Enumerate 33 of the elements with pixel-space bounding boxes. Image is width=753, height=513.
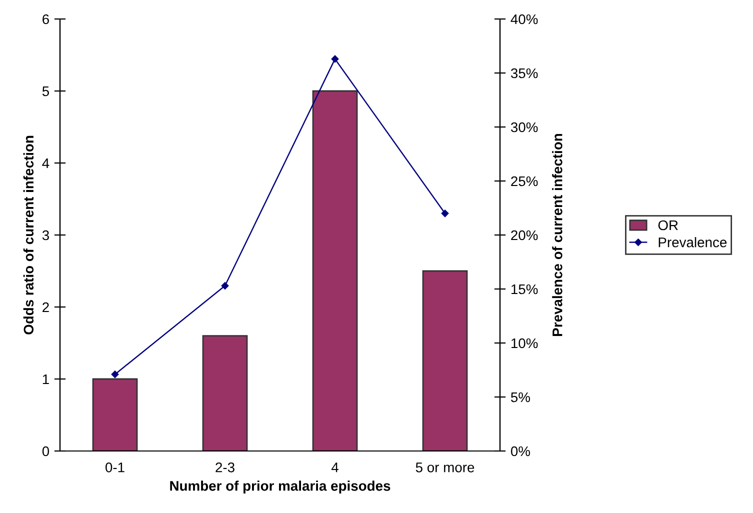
y-tick-label: 6 [42, 14, 49, 24]
point [441, 210, 449, 218]
bar [312, 90, 358, 451]
y2-tick-label: 35% [510, 68, 538, 78]
x-tick-label: 4 [331, 462, 338, 472]
legend-label: Prevalence [658, 237, 727, 248]
y2-tick-label: 5% [510, 392, 530, 402]
x-tick-label: 5 or more [416, 462, 474, 472]
y2-tick-label: 0% [510, 446, 530, 456]
y2-axis-title: Prevalence of current infection [552, 134, 562, 336]
y-tick-label: 2 [42, 302, 49, 312]
y2-tick-label: 15% [511, 284, 538, 294]
y2-tick-label: 10% [511, 338, 538, 348]
x-axis-title: Number of prior malaria episodes [170, 480, 390, 494]
x-tick-label: 2-3 [216, 462, 234, 472]
point [331, 55, 339, 63]
y-tick-label: 1 [42, 374, 49, 384]
y-tick-label: 0 [42, 446, 50, 456]
y-axis-title: Odds ratio of current infection [23, 136, 34, 334]
point [221, 282, 229, 290]
y-tick-label: 3 [42, 230, 49, 240]
y2-tick-label: 30% [510, 122, 538, 132]
bar [92, 378, 138, 451]
y2-tick-label: 25% [511, 176, 538, 186]
bar [202, 335, 248, 451]
x-tick-label: 0-1 [106, 462, 124, 472]
point [111, 370, 119, 378]
legend-label: OR [658, 220, 678, 230]
bar [422, 270, 468, 451]
y2-tick-label: 20% [511, 230, 538, 240]
y-tick-label: 4 [42, 158, 50, 168]
y2-tick-label: 40% [510, 14, 538, 24]
y-tick-label: 5 [42, 86, 49, 96]
